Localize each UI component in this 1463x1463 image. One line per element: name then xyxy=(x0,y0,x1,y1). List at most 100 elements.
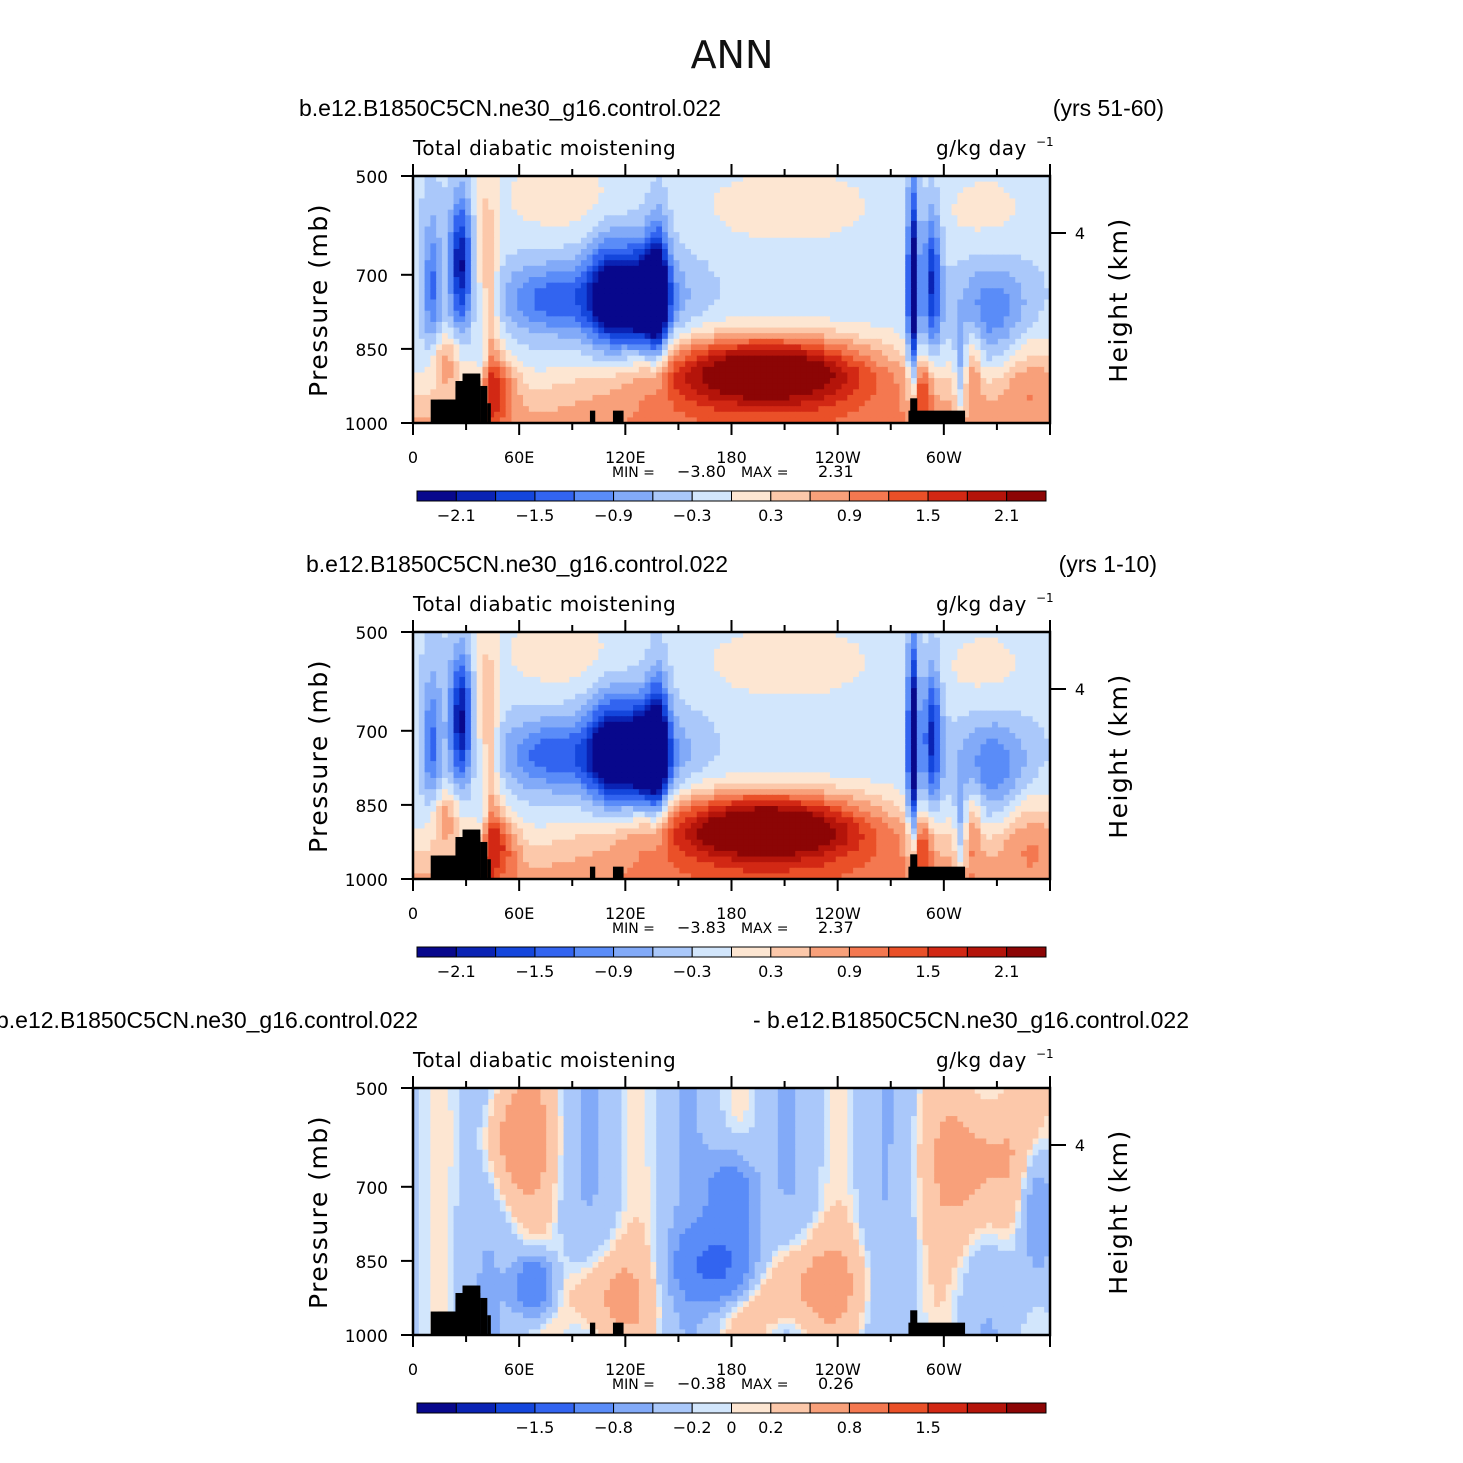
heatmap-cell xyxy=(911,277,918,284)
heatmap-cell xyxy=(806,192,814,200)
heatmap-cell xyxy=(824,192,831,200)
heatmap-cell xyxy=(893,400,901,407)
heatmap-cell xyxy=(633,192,640,200)
heatmap-cell xyxy=(986,254,993,261)
heatmap-cell xyxy=(517,181,524,188)
heatmap-cell xyxy=(679,321,686,329)
heatmap-cell xyxy=(534,181,541,188)
heatmap-cell xyxy=(824,344,831,351)
heatmap-cell xyxy=(609,237,617,244)
heatmap-cell xyxy=(447,226,455,233)
heatmap-cell xyxy=(812,355,819,362)
heatmap-cell xyxy=(563,271,570,278)
heatmap-cell xyxy=(911,243,918,250)
heatmap-cell xyxy=(604,243,611,250)
heatmap-cell xyxy=(580,333,588,340)
heatmap-cell xyxy=(719,327,727,334)
heatmap-cell xyxy=(430,321,437,329)
heatmap-cell xyxy=(818,282,825,289)
heatmap-cell xyxy=(563,406,570,413)
heatmap-cell xyxy=(586,271,594,278)
heatmap-cell xyxy=(685,226,692,233)
heatmap-cell xyxy=(662,192,669,200)
heatmap-cell xyxy=(945,350,953,357)
heatmap-cell xyxy=(1009,232,1016,239)
heatmap-cell xyxy=(748,232,756,239)
heatmap-cell xyxy=(656,176,663,183)
heatmap-cell xyxy=(523,355,530,362)
heatmap-cell xyxy=(963,321,970,329)
heatmap-cell xyxy=(795,310,802,317)
heatmap-cell xyxy=(957,204,964,211)
heatmap-cell xyxy=(598,316,605,323)
heatmap-cell xyxy=(945,288,953,295)
heatmap-cell xyxy=(511,372,518,379)
heatmap-cell xyxy=(858,378,866,385)
heatmap-cell xyxy=(447,254,455,261)
heatmap-cell xyxy=(586,338,594,346)
heatmap-cell xyxy=(766,181,773,188)
heatmap-cell xyxy=(627,181,634,188)
heatmap-cell xyxy=(853,271,860,278)
heatmap-cell xyxy=(1026,204,1034,211)
heatmap-cell xyxy=(882,372,889,379)
heatmap-cell xyxy=(893,265,901,273)
heatmap-cell xyxy=(563,187,570,194)
heatmap-cell xyxy=(974,204,982,211)
heatmap-cell xyxy=(633,372,640,379)
heatmap-cell xyxy=(853,389,860,396)
heatmap-cell xyxy=(1038,355,1045,362)
heatmap-cell xyxy=(534,321,541,329)
heatmap-cell xyxy=(656,232,663,239)
heatmap-cell xyxy=(708,361,715,368)
heatmap-cell xyxy=(1026,248,1034,256)
heatmap-cell xyxy=(609,344,617,351)
heatmap-cell xyxy=(470,338,478,346)
heatmap-cell xyxy=(766,299,773,306)
heatmap-cell xyxy=(575,344,582,351)
heatmap-cell xyxy=(882,305,889,312)
heatmap-cell xyxy=(702,220,709,228)
heatmap-cell xyxy=(494,350,501,357)
heatmap-cell xyxy=(812,378,819,385)
heatmap-cell xyxy=(719,215,727,222)
heatmap-cell xyxy=(662,220,669,228)
heatmap-cell xyxy=(447,181,455,188)
heatmap-cell xyxy=(662,305,669,312)
heatmap-cell xyxy=(650,366,657,374)
heatmap-cell xyxy=(939,232,947,239)
heatmap-cell xyxy=(615,344,623,351)
heatmap-cell xyxy=(1032,260,1040,267)
heatmap-cell xyxy=(696,248,704,256)
heatmap-cell xyxy=(424,215,431,222)
heatmap-cell xyxy=(922,389,929,396)
heatmap-cell xyxy=(470,632,478,639)
heatmap-cell xyxy=(528,310,536,317)
heatmap-cell xyxy=(534,271,541,278)
heatmap-cell xyxy=(974,344,982,351)
heatmap-cell xyxy=(714,176,721,183)
heatmap-cell xyxy=(575,209,582,216)
heatmap-cell xyxy=(418,327,426,334)
heatmap-cell xyxy=(905,265,912,273)
heatmap-cell xyxy=(911,355,918,362)
heatmap-cell xyxy=(911,293,918,301)
heatmap-cell xyxy=(743,361,750,368)
heatmap-cell xyxy=(1015,394,1022,402)
heatmap-cell xyxy=(1003,248,1011,256)
heatmap-cell xyxy=(905,181,912,188)
heatmap-cell xyxy=(499,232,507,239)
heatmap-cell xyxy=(864,181,872,188)
heatmap-cell xyxy=(557,293,565,301)
heatmap-cell xyxy=(951,333,958,340)
heatmap-cell xyxy=(882,316,889,323)
heatmap-cell xyxy=(667,192,675,200)
heatmap-cell xyxy=(951,361,958,368)
heatmap-cell xyxy=(737,406,744,413)
heatmap-cell xyxy=(627,187,634,194)
heatmap-cell xyxy=(853,366,860,374)
heatmap-cell xyxy=(696,310,704,317)
heatmap-cell xyxy=(968,204,976,211)
heatmap-cell xyxy=(951,243,958,250)
heatmap-cell xyxy=(841,198,848,205)
